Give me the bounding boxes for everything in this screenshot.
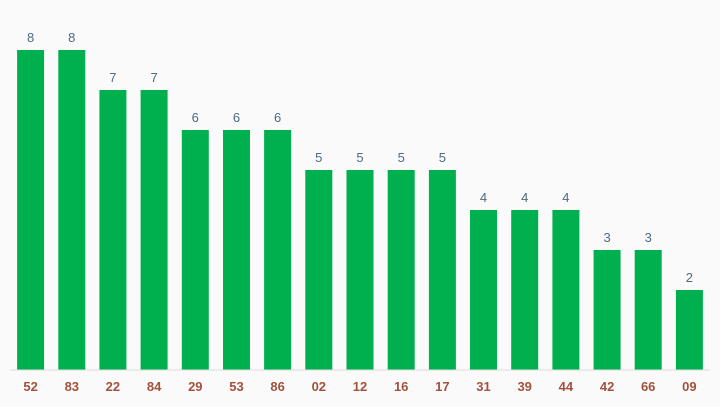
bar-31 <box>470 210 497 370</box>
value-label-29: 6 <box>192 110 199 125</box>
value-label-31: 4 <box>480 190 487 205</box>
category-label-29: 29 <box>188 379 202 394</box>
category-label-09: 09 <box>682 379 696 394</box>
bar-53 <box>223 130 250 370</box>
category-label-22: 22 <box>106 379 120 394</box>
category-label-52: 52 <box>23 379 37 394</box>
bar-16 <box>388 170 415 370</box>
category-label-83: 83 <box>65 379 79 394</box>
category-label-86: 86 <box>270 379 284 394</box>
bar-09 <box>676 290 703 370</box>
bar-22 <box>99 90 126 370</box>
bar-66 <box>635 250 662 370</box>
value-label-16: 5 <box>398 150 405 165</box>
category-label-17: 17 <box>435 379 449 394</box>
bar-44 <box>552 210 579 370</box>
category-label-02: 02 <box>312 379 326 394</box>
category-label-31: 31 <box>476 379 490 394</box>
bar-39 <box>511 210 538 370</box>
value-label-83: 8 <box>68 30 75 45</box>
value-label-09: 2 <box>686 270 693 285</box>
value-label-44: 4 <box>562 190 569 205</box>
category-label-84: 84 <box>147 379 162 394</box>
value-label-86: 6 <box>274 110 281 125</box>
value-label-42: 3 <box>603 230 610 245</box>
value-label-12: 5 <box>356 150 363 165</box>
bar-84 <box>141 90 168 370</box>
category-label-53: 53 <box>229 379 243 394</box>
bar-52 <box>17 50 44 370</box>
bar-86 <box>264 130 291 370</box>
category-label-12: 12 <box>353 379 367 394</box>
bar-02 <box>305 170 332 370</box>
category-label-16: 16 <box>394 379 408 394</box>
bar-29 <box>182 130 209 370</box>
category-label-39: 39 <box>517 379 531 394</box>
value-label-02: 5 <box>315 150 322 165</box>
value-label-22: 7 <box>109 70 116 85</box>
value-label-53: 6 <box>233 110 240 125</box>
category-label-42: 42 <box>600 379 614 394</box>
category-label-44: 44 <box>559 379 574 394</box>
value-label-52: 8 <box>27 30 34 45</box>
category-label-66: 66 <box>641 379 655 394</box>
bar-12 <box>347 170 374 370</box>
value-label-17: 5 <box>439 150 446 165</box>
value-label-39: 4 <box>521 190 528 205</box>
value-label-66: 3 <box>645 230 652 245</box>
bar-42 <box>594 250 621 370</box>
value-label-84: 7 <box>150 70 157 85</box>
bar-83 <box>58 50 85 370</box>
bar-17 <box>429 170 456 370</box>
